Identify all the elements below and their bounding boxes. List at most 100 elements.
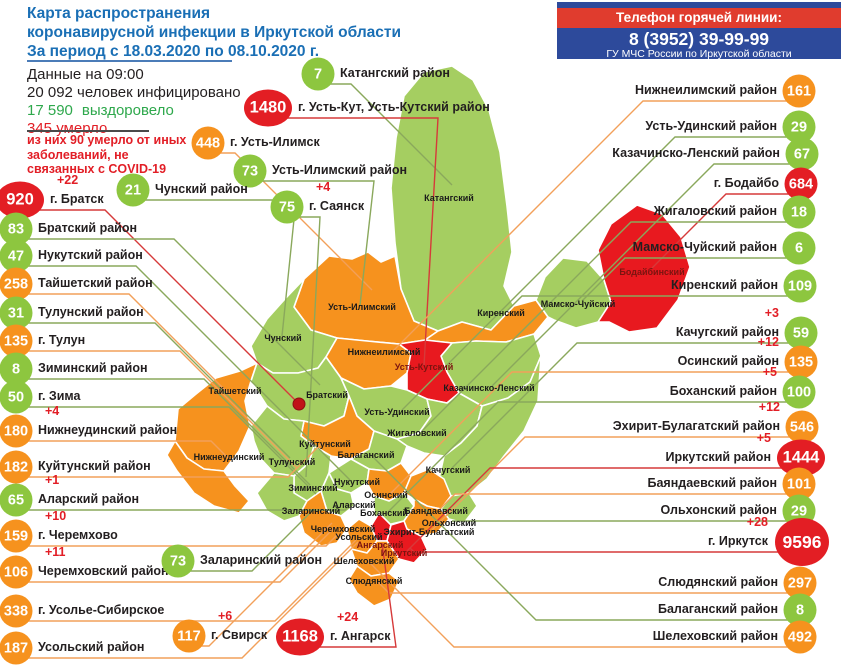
callout-label: г. Тулун bbox=[38, 333, 86, 347]
leader-line bbox=[16, 504, 351, 511]
stats-divider bbox=[27, 130, 149, 132]
count-badge: 546 bbox=[785, 410, 819, 444]
callout-label: Ольхонский район bbox=[660, 503, 777, 517]
callout-label: Казачинско-Ленский район bbox=[612, 146, 780, 160]
leader-line bbox=[406, 467, 801, 552]
stats-infected: 20 092 человек инфицировано bbox=[27, 84, 241, 101]
map-region-label: Нижнеудинский bbox=[193, 452, 265, 462]
count-badge: 180 bbox=[0, 414, 33, 448]
leader-line bbox=[16, 442, 323, 478]
callout-label: Чунский район bbox=[155, 182, 248, 196]
stats-died: 345 умерло bbox=[27, 120, 241, 138]
map-region-label: Нижнеилимский bbox=[347, 347, 421, 357]
callout-label: Заларинский район bbox=[200, 553, 323, 567]
stats-died-label: умерло bbox=[56, 120, 108, 137]
leader-line bbox=[651, 193, 801, 269]
leader-line bbox=[421, 221, 799, 432]
callout-delta: +12 bbox=[758, 400, 780, 414]
leader-line bbox=[506, 295, 800, 312]
callout-label: г. Ангарск bbox=[330, 629, 391, 643]
count-badge: 135 bbox=[0, 324, 33, 358]
count-badge: 187 bbox=[0, 631, 33, 665]
leader-line bbox=[16, 293, 231, 396]
hotline-org: ГУ МЧС России по Иркутской области bbox=[606, 48, 792, 60]
map-region-label: Балаганский bbox=[337, 450, 395, 460]
map-region-label: Боханский bbox=[360, 508, 408, 518]
callout-delta: +5 bbox=[762, 365, 777, 379]
map-region-label: Жигаловский bbox=[387, 428, 447, 438]
callout-label: г. Саянск bbox=[309, 199, 365, 213]
hotline-box: Телефон горячей линии: 8 (3952) 39-99-99… bbox=[557, 2, 841, 60]
map-region-label: Чунский bbox=[264, 333, 302, 343]
map-region-label: Братский bbox=[306, 390, 348, 400]
callout-label: Усть-Удинский район bbox=[645, 119, 777, 133]
count-badge: 21 bbox=[116, 173, 150, 207]
stats-note: из них 90 умерло от иных заболеваний, не… bbox=[27, 133, 187, 176]
stats-block: Данные на 09:00 20 092 человек инфициров… bbox=[27, 66, 241, 138]
map-region-label: Тулунский bbox=[268, 457, 316, 467]
callout-label: Аларский район bbox=[38, 492, 140, 506]
map-region-label: Усть-Илимский bbox=[328, 302, 396, 312]
count-badge: 9596 bbox=[775, 518, 829, 566]
count-badge: 67 bbox=[785, 137, 819, 171]
callout-label: Нижнеилимский район bbox=[635, 83, 777, 97]
stats-died-value: 345 bbox=[27, 120, 53, 137]
map-region-label: Куйтунский bbox=[299, 439, 351, 449]
count-badge: 135 bbox=[784, 345, 818, 379]
map-region-label: Зиминский bbox=[288, 483, 338, 493]
leader-line bbox=[409, 547, 802, 553]
callout-delta: +24 bbox=[337, 610, 359, 624]
count-badge: 161 bbox=[782, 74, 816, 108]
leader-line bbox=[581, 257, 799, 302]
map-region-label: Аларский bbox=[332, 500, 376, 510]
map-region-label: Ольхонский bbox=[421, 518, 477, 528]
callout-delta: +10 bbox=[45, 509, 67, 523]
callout-delta: +22 bbox=[57, 173, 79, 187]
callout-label: Мамско-Чуйский район bbox=[632, 240, 777, 254]
count-badge: 6 bbox=[782, 231, 816, 265]
count-badge: 73 bbox=[233, 154, 267, 188]
callout-label: Эхирит-Булагатский район bbox=[612, 419, 780, 433]
count-badge: 59 bbox=[784, 316, 818, 350]
leader-line bbox=[268, 117, 439, 367]
stats-recovered-value: 17 590 bbox=[27, 102, 73, 119]
map-region-ekhirit-bulagatsky bbox=[403, 498, 450, 537]
count-badge: 448 bbox=[191, 126, 225, 160]
leader-line bbox=[16, 541, 359, 659]
map-region-label: Осинский bbox=[364, 490, 408, 500]
count-badge: 106 bbox=[0, 555, 33, 589]
callout-label: Балаганский район bbox=[657, 602, 778, 616]
title-line-1: Карта распространения bbox=[27, 5, 211, 22]
map-region-label: Тайшетский bbox=[208, 386, 262, 396]
callout-delta: +4 bbox=[316, 180, 331, 194]
count-badge: 100 bbox=[782, 375, 816, 409]
leader-line bbox=[16, 350, 298, 469]
map-region-label: Мамско-Чуйский bbox=[540, 299, 616, 309]
leader-line bbox=[16, 265, 351, 481]
callout-label: Иркутский район bbox=[665, 450, 771, 464]
stats-recovered: 17 590 выздоровело bbox=[27, 102, 241, 120]
count-badge: 7 bbox=[301, 57, 335, 91]
callout-label: г. Свирск bbox=[211, 628, 268, 642]
leader-line bbox=[16, 378, 311, 486]
count-badge: 920 bbox=[0, 181, 44, 219]
leader-line bbox=[387, 401, 799, 513]
map-region-label: Слюдянский bbox=[345, 576, 403, 586]
count-badge: 338 bbox=[0, 594, 33, 628]
page-title: Карта распространения коронавирусной инф… bbox=[27, 4, 401, 61]
map-region-label: Усольский bbox=[335, 532, 383, 542]
callout-label: г. Зима bbox=[38, 389, 81, 403]
callout-label: Катангский район bbox=[340, 66, 450, 80]
callout-label: Зиминский район bbox=[38, 361, 148, 375]
count-badge: 50 bbox=[0, 380, 33, 414]
leader-line bbox=[366, 559, 800, 648]
leader-line bbox=[16, 539, 357, 622]
map-region-label: Качугский bbox=[425, 465, 471, 475]
leader-line bbox=[389, 371, 801, 495]
callout-label: Черемховский район bbox=[38, 564, 169, 578]
leader-line bbox=[16, 440, 229, 459]
count-badge: 47 bbox=[0, 239, 33, 273]
map-region-label: Эхирит-Булагатский bbox=[383, 527, 475, 537]
